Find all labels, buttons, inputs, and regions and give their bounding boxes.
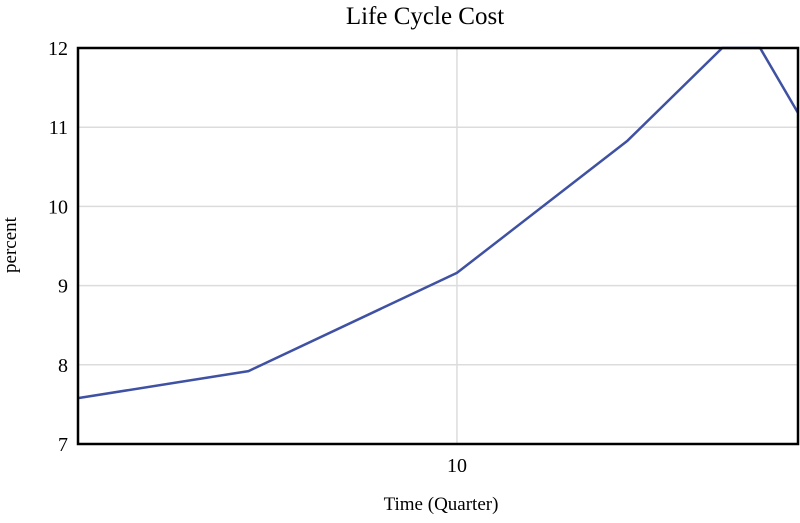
x-tick-label: 10 (447, 455, 467, 477)
y-tick-label: 8 (58, 355, 68, 377)
plot-frame (76, 46, 800, 446)
y-tick-label: 11 (49, 117, 68, 139)
series-layer (77, 46, 800, 400)
tick-labels: 7 8 9 10 11 12 10 (48, 38, 467, 477)
y-tick-label: 7 (58, 434, 68, 456)
chart-title: Life Cycle Cost (346, 3, 504, 30)
x-axis-label: Time (Quarter) (384, 494, 499, 515)
grid-lines (78, 48, 798, 444)
y-tick-label: 10 (48, 196, 68, 218)
y-tick-label: 12 (48, 38, 68, 60)
y-axis-label: percent (0, 216, 21, 273)
series-line (77, 46, 800, 400)
y-tick-label: 9 (58, 276, 68, 298)
